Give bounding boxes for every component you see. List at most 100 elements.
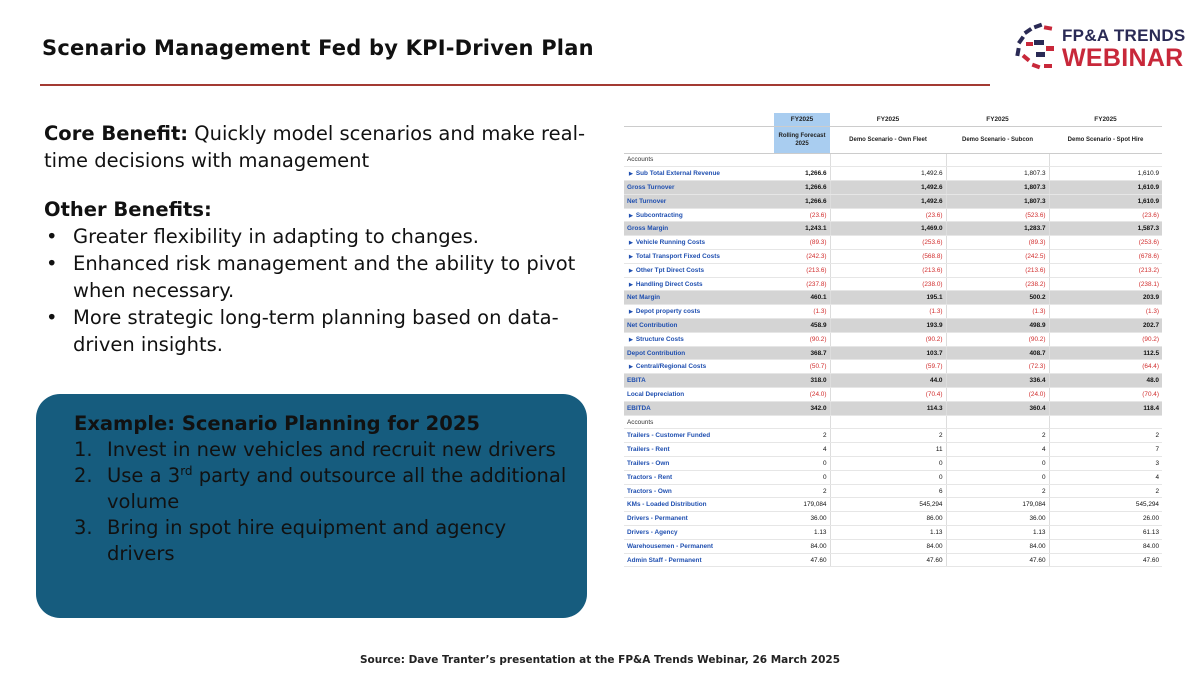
value-cell: (70.4) <box>829 387 946 402</box>
value-cell: 0 <box>774 470 830 485</box>
table-row: ▶ Other Tpt Direct Costs (213.6) (213.6) (21… <box>624 263 1162 278</box>
row-label: Gross Margin <box>624 221 774 237</box>
scenario-header[interactable]: Demo Scenario - Own Fleet <box>830 126 946 154</box>
row-label-expandable[interactable]: ▶ Depot property costs <box>624 304 774 320</box>
row-label-text: Central/Regional Costs <box>635 363 707 371</box>
value-cell: 545,294 <box>829 497 946 513</box>
logo-mark-icon <box>1015 22 1054 70</box>
expand-arrow-icon[interactable]: ▶ <box>629 212 633 219</box>
value-cell: (24.0) <box>945 387 1049 402</box>
value-cell: 1,283.7 <box>945 221 1049 237</box>
corner-cell <box>624 113 774 127</box>
logo-line-2: WEBINAR <box>1062 44 1184 72</box>
value-cell: 47.60 <box>774 553 830 568</box>
value-cell: 179,084 <box>774 497 830 513</box>
row-label-text: EBITDA <box>627 404 651 412</box>
benefits-list: Greater flexibility in adapting to chang… <box>44 223 589 358</box>
value-cell: 114.3 <box>829 401 946 416</box>
row-label-text: Structure Costs <box>635 335 684 343</box>
row-label-expandable[interactable]: ▶ Total Transport Fixed Costs <box>624 249 774 264</box>
row-label-text: Trailers - Own <box>627 459 670 467</box>
scenario-header[interactable]: Rolling Forecast 2025 <box>774 126 830 154</box>
value-cell: (242.3) <box>774 249 830 264</box>
value-cell: 103.7 <box>829 346 946 361</box>
value-cell: (253.6) <box>829 235 946 251</box>
table-row: ▶ Central/Regional Costs (50.7) (59.7) (72.3… <box>624 359 1162 375</box>
expand-arrow-icon[interactable]: ▶ <box>629 281 633 288</box>
value-cell: 460.1 <box>774 290 830 306</box>
row-label: Net Contribution <box>624 318 774 333</box>
scenario-header[interactable]: Demo Scenario - Spot Hire <box>1049 126 1162 154</box>
table-row: Admin Staff - Permanent 47.60 47.60 47.60 47… <box>624 553 1162 568</box>
value-cell: 179,084 <box>945 497 1049 513</box>
value-cell: (242.5) <box>945 249 1049 264</box>
value-cell: 1.13 <box>774 525 830 540</box>
row-label-expandable[interactable]: ▶ Other Tpt Direct Costs <box>624 263 774 278</box>
row-label: Trailers - Rent <box>624 442 774 458</box>
value-cell: 118.4 <box>1048 401 1162 416</box>
value-cell: 11 <box>829 442 946 458</box>
value-cell: 3 <box>1048 456 1162 471</box>
row-label-expandable[interactable]: ▶ Sub Total External Revenue <box>624 166 774 182</box>
value-cell: 408.7 <box>945 346 1049 361</box>
expand-arrow-icon[interactable]: ▶ <box>629 364 633 371</box>
value-cell: (23.6) <box>774 208 830 223</box>
table-row: EBITA 318.0 44.0 336.4 48.0 <box>624 373 1162 389</box>
value-cell: 1.13 <box>945 525 1049 540</box>
value-cell: 36.00 <box>774 511 830 527</box>
value-cell: 498.9 <box>945 318 1049 333</box>
table-row: Net Turnover 1,266.6 1,492.6 1,807.3 1,610.9 <box>624 194 1162 209</box>
value-cell: 1,266.6 <box>774 194 830 209</box>
value-cell: 2 <box>1048 484 1162 499</box>
table-row: Warehousemen - Permanent 84.00 84.00 84.00 8… <box>624 539 1162 554</box>
value-cell <box>1048 153 1162 168</box>
value-cell <box>945 415 1049 430</box>
expand-arrow-icon[interactable]: ▶ <box>629 171 633 178</box>
value-cell: 2 <box>774 428 830 444</box>
expand-arrow-icon[interactable]: ▶ <box>629 240 633 247</box>
scenario-header[interactable]: Demo Scenario - Subcon <box>946 126 1049 154</box>
row-label: Warehousemen - Permanent <box>624 539 774 554</box>
value-cell: 1,610.9 <box>1048 194 1162 209</box>
expand-arrow-icon[interactable]: ▶ <box>629 336 633 343</box>
row-label-expandable[interactable]: ▶ Handling Direct Costs <box>624 277 774 292</box>
row-label: Tractors - Rent <box>624 470 774 485</box>
benefit-item: Enhanced risk management and the ability… <box>44 250 589 304</box>
table-row: Accounts <box>624 415 1162 430</box>
value-cell: 4 <box>1048 470 1162 485</box>
value-cell: 1,492.6 <box>829 194 946 209</box>
row-label-text: Depot property costs <box>635 308 701 316</box>
expand-arrow-icon[interactable]: ▶ <box>629 253 633 260</box>
expand-arrow-icon[interactable]: ▶ <box>629 267 633 274</box>
row-label-expandable[interactable]: ▶ Structure Costs <box>624 332 774 347</box>
value-cell <box>945 153 1049 168</box>
logo-line-1: FP&A TRENDS <box>1062 26 1186 45</box>
value-cell: (678.6) <box>1048 249 1162 264</box>
value-cell: (237.8) <box>774 277 830 292</box>
row-label-expandable[interactable]: ▶ Central/Regional Costs <box>624 359 774 375</box>
table-row: ▶ Subcontracting (23.6) (23.6) (523.6) (23.6) <box>624 208 1162 223</box>
row-label: Net Turnover <box>624 194 774 209</box>
value-cell: 84.00 <box>945 539 1049 554</box>
row-label-text: Accounts <box>627 418 654 426</box>
row-label-text: Gross Margin <box>627 225 669 233</box>
value-cell: (213.6) <box>945 263 1049 278</box>
row-label-expandable[interactable]: ▶ Vehicle Running Costs <box>624 235 774 251</box>
row-label: Accounts <box>624 153 774 168</box>
value-cell: 47.60 <box>829 553 946 568</box>
row-label-text: Tractors - Own <box>627 487 672 495</box>
value-cell: 7 <box>1048 442 1162 458</box>
expand-arrow-icon[interactable]: ▶ <box>629 309 633 316</box>
item-number: 2. <box>74 464 93 487</box>
row-label-expandable[interactable]: ▶ Subcontracting <box>624 208 774 223</box>
value-cell: 500.2 <box>945 290 1049 306</box>
table-row: EBITDA 342.0 114.3 360.4 118.4 <box>624 401 1162 416</box>
title-divider <box>40 84 990 86</box>
value-cell <box>829 153 946 168</box>
corner-cell <box>624 126 774 154</box>
table-row: Drivers - Permanent 36.00 86.00 36.00 26.00 <box>624 511 1162 527</box>
row-label: Drivers - Permanent <box>624 511 774 527</box>
value-cell: 368.7 <box>774 346 830 361</box>
table-row: Trailers - Rent 4 11 4 7 <box>624 442 1162 458</box>
row-label-text: Subcontracting <box>635 211 683 219</box>
